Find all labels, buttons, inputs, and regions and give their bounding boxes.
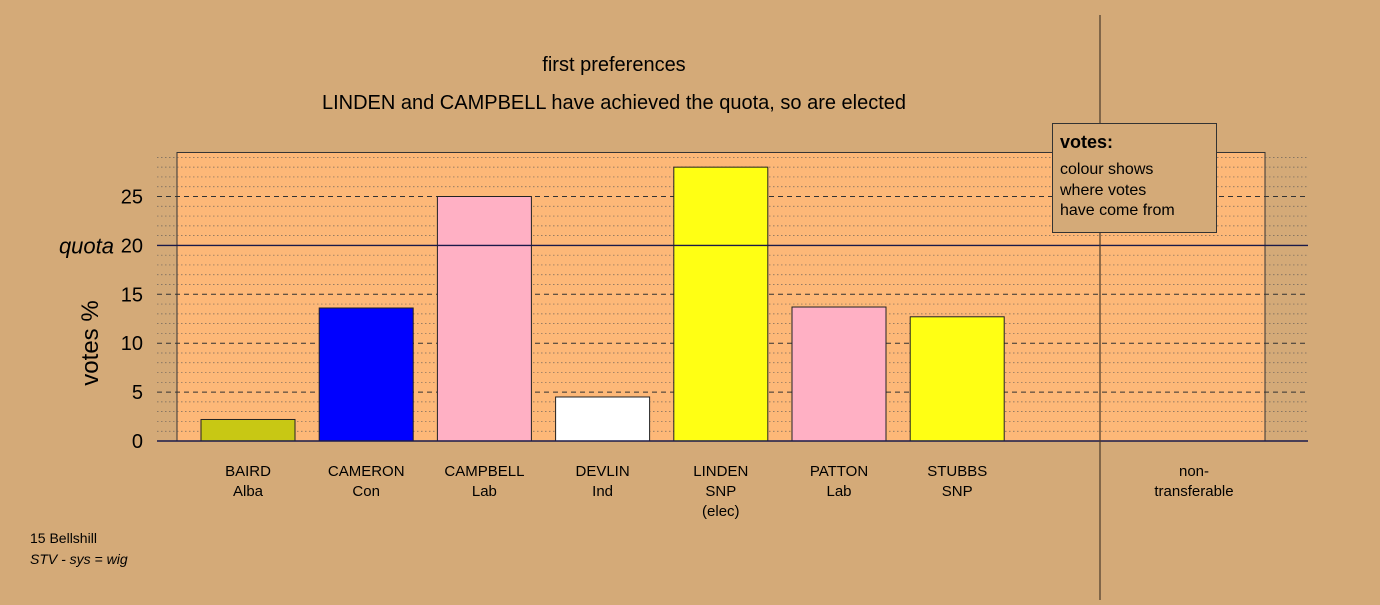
x-tick-note: (elec) (702, 503, 740, 520)
x-tick-party: Alba (233, 483, 264, 500)
x-tick-party: SNP (705, 483, 736, 500)
quota-label: quota (59, 233, 114, 258)
chart-title: first preferences (542, 54, 685, 76)
non-transferable-label: non- (1179, 463, 1209, 480)
bar (909, 316, 1005, 442)
y-tick-label: 15 (121, 284, 143, 306)
legend: votes: colour shows where votes have com… (1052, 123, 1217, 233)
x-tick-party: Lab (472, 483, 497, 500)
bars (200, 166, 1005, 442)
chart-subtitle: LINDEN and CAMPBELL have achieved the qu… (322, 92, 906, 114)
x-tick-party: Lab (826, 483, 851, 500)
x-tick-party: Con (352, 483, 380, 500)
bar (436, 196, 532, 442)
bar (555, 396, 651, 442)
y-tick-label: 20 (121, 235, 143, 257)
bar (200, 418, 296, 442)
x-tick-party: SNP (942, 483, 973, 500)
x-tick-label: PATTON (810, 463, 868, 480)
legend-title: votes: (1060, 132, 1114, 152)
bar (673, 166, 769, 442)
legend-line-2: where votes (1060, 181, 1147, 199)
axes (157, 15, 1308, 600)
x-tick-label: DEVLIN (576, 463, 630, 480)
footer-system: STV - sys = wig (30, 551, 128, 567)
y-tick-label: 5 (132, 382, 143, 404)
legend-line-3: have come from (1060, 202, 1175, 219)
x-tick-label: LINDEN (693, 463, 748, 480)
x-tick-label: STUBBS (927, 463, 987, 480)
legend-line-1: colour shows (1060, 161, 1154, 178)
y-axis-label: votes % (77, 300, 104, 385)
labels: 0 5 10 15 20 25 quota BAIRD Alba CAMERON Con CAMPBE… (59, 187, 1234, 521)
footer-ward: 15 Bellshill (30, 530, 97, 546)
y-tick-label: 0 (132, 431, 143, 453)
x-tick-party: Ind (592, 483, 613, 500)
y-tick-label: 10 (121, 333, 143, 355)
bar (318, 307, 414, 442)
bar (791, 306, 887, 442)
x-tick-label: CAMERON (328, 463, 405, 480)
y-tick-label: 25 (121, 187, 143, 209)
x-tick-label: BAIRD (225, 463, 271, 480)
non-transferable-label: transferable (1154, 483, 1233, 500)
x-tick-label: CAMPBELL (444, 463, 524, 480)
